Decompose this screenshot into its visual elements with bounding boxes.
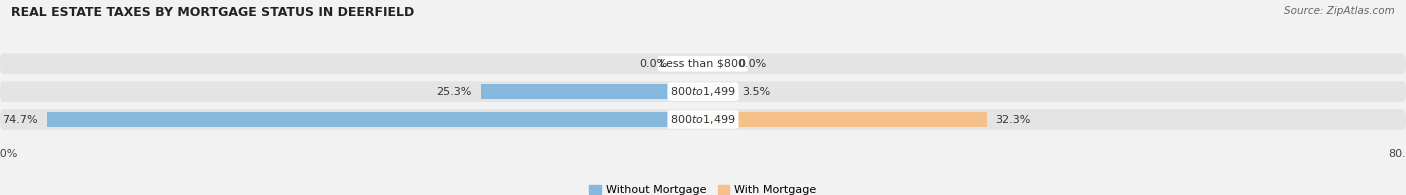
Text: $800 to $1,499: $800 to $1,499: [671, 85, 735, 98]
Text: 74.7%: 74.7%: [3, 114, 38, 124]
FancyBboxPatch shape: [0, 81, 1406, 102]
Bar: [46, 112, 703, 127]
Text: 3.5%: 3.5%: [742, 87, 770, 97]
Bar: [481, 84, 703, 99]
Text: Source: ZipAtlas.com: Source: ZipAtlas.com: [1284, 6, 1395, 16]
Bar: [703, 84, 734, 99]
Text: 0.0%: 0.0%: [738, 59, 766, 69]
Text: 32.3%: 32.3%: [995, 114, 1031, 124]
Bar: [703, 112, 987, 127]
Text: $800 to $1,499: $800 to $1,499: [671, 113, 735, 126]
FancyBboxPatch shape: [0, 109, 1406, 130]
Text: 0.0%: 0.0%: [640, 59, 668, 69]
Text: 25.3%: 25.3%: [436, 87, 472, 97]
Legend: Without Mortgage, With Mortgage: Without Mortgage, With Mortgage: [589, 185, 817, 195]
Text: REAL ESTATE TAXES BY MORTGAGE STATUS IN DEERFIELD: REAL ESTATE TAXES BY MORTGAGE STATUS IN …: [11, 6, 415, 19]
Text: Less than $800: Less than $800: [661, 59, 745, 69]
FancyBboxPatch shape: [0, 53, 1406, 74]
